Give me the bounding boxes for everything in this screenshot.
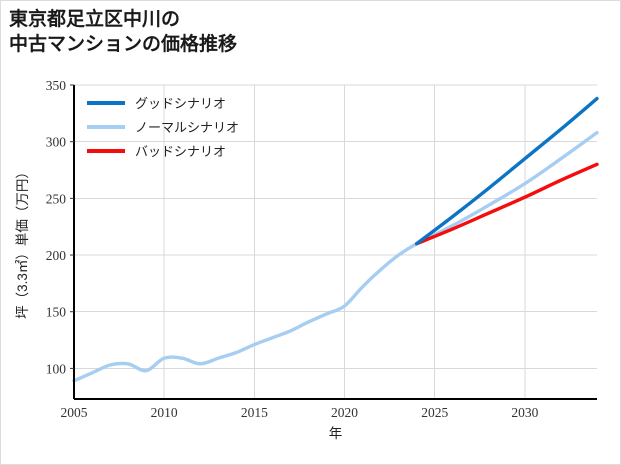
y-tick-label: 150 [46,305,67,320]
chart-title: 東京都足立区中川の 中古マンションの価格推移 [9,9,238,55]
y-tick-label: 300 [46,135,67,150]
x-tick-label: 2010 [151,405,178,420]
x-tick-label: 2020 [331,405,358,420]
legend-label-bad: バッドシナリオ [135,144,226,159]
x-tick-label: 2005 [61,405,88,420]
x-tick-label: 2025 [421,405,448,420]
series-line-グッドシナリオ [414,96,599,246]
series-line-ノーマルシナリオ [72,130,599,383]
y-tick-label: 250 [46,191,67,206]
legend-label-normal: ノーマルシナリオ [135,120,239,135]
axes-group [73,85,597,400]
x-tick-label: 2030 [511,405,538,420]
y-tick-label: 350 [46,78,67,93]
series-group [72,96,599,383]
series-line-バッドシナリオ [414,162,599,246]
y-tick-label: 100 [46,361,67,376]
x-axis-title: 年 [329,426,343,441]
y-tick-label: 200 [46,248,67,263]
tick-labels-group: 100 150 200 250 300 350 2005 2010 2015 2020 2025 20… [46,78,539,420]
legend-label-good: グッドシナリオ [135,96,226,111]
x-tick-label: 2015 [241,405,268,420]
y-axis-title: 坪（3.3㎡）単価（万円） [15,165,30,319]
